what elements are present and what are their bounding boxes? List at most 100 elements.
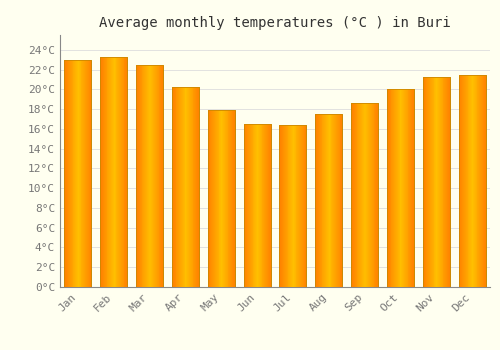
Bar: [71, 60, 72, 287]
Bar: [423, 77, 424, 287]
Bar: [398, 89, 400, 287]
Bar: [317, 114, 318, 287]
Bar: [356, 103, 358, 287]
Bar: [351, 103, 378, 287]
Bar: [111, 57, 112, 287]
Bar: [472, 75, 473, 287]
Bar: [250, 124, 251, 287]
Bar: [146, 65, 147, 287]
Bar: [213, 110, 214, 287]
Bar: [119, 57, 120, 287]
Bar: [191, 88, 192, 287]
Bar: [329, 114, 330, 287]
Bar: [290, 125, 291, 287]
Bar: [155, 65, 156, 287]
Bar: [328, 114, 329, 287]
Bar: [465, 75, 466, 287]
Bar: [225, 110, 226, 287]
Bar: [154, 65, 155, 287]
Bar: [150, 65, 152, 287]
Bar: [192, 88, 194, 287]
Bar: [404, 89, 405, 287]
Bar: [160, 65, 161, 287]
Bar: [66, 60, 67, 287]
Bar: [148, 65, 150, 287]
Bar: [358, 103, 359, 287]
Bar: [222, 110, 223, 287]
Bar: [340, 114, 342, 287]
Bar: [335, 114, 336, 287]
Bar: [412, 89, 413, 287]
Bar: [232, 110, 233, 287]
Bar: [360, 103, 361, 287]
Bar: [371, 103, 372, 287]
Bar: [458, 75, 485, 287]
Bar: [284, 125, 285, 287]
Bar: [86, 60, 87, 287]
Bar: [410, 89, 411, 287]
Bar: [351, 103, 378, 287]
Bar: [351, 103, 352, 287]
Bar: [254, 124, 256, 287]
Bar: [172, 88, 199, 287]
Bar: [260, 124, 262, 287]
Bar: [299, 125, 300, 287]
Bar: [292, 125, 293, 287]
Bar: [226, 110, 228, 287]
Bar: [291, 125, 292, 287]
Bar: [257, 124, 258, 287]
Bar: [369, 103, 370, 287]
Bar: [359, 103, 360, 287]
Bar: [88, 60, 90, 287]
Bar: [139, 65, 140, 287]
Bar: [106, 57, 108, 287]
Bar: [320, 114, 322, 287]
Bar: [116, 57, 117, 287]
Bar: [182, 88, 184, 287]
Bar: [460, 75, 462, 287]
Bar: [406, 89, 408, 287]
Bar: [362, 103, 363, 287]
Bar: [332, 114, 333, 287]
Bar: [120, 57, 121, 287]
Bar: [366, 103, 368, 287]
Bar: [251, 124, 252, 287]
Bar: [138, 65, 139, 287]
Bar: [188, 88, 189, 287]
Bar: [220, 110, 221, 287]
Bar: [190, 88, 191, 287]
Bar: [483, 75, 484, 287]
Bar: [448, 77, 449, 287]
Bar: [447, 77, 448, 287]
Bar: [423, 77, 450, 287]
Bar: [267, 124, 268, 287]
Bar: [110, 57, 111, 287]
Bar: [316, 114, 342, 287]
Bar: [137, 65, 138, 287]
Bar: [78, 60, 79, 287]
Bar: [233, 110, 234, 287]
Bar: [280, 125, 306, 287]
Bar: [327, 114, 328, 287]
Bar: [87, 60, 88, 287]
Bar: [387, 89, 388, 287]
Bar: [136, 65, 163, 287]
Bar: [445, 77, 446, 287]
Bar: [228, 110, 230, 287]
Bar: [300, 125, 301, 287]
Bar: [179, 88, 180, 287]
Bar: [100, 57, 101, 287]
Bar: [354, 103, 356, 287]
Bar: [283, 125, 284, 287]
Bar: [403, 89, 404, 287]
Bar: [352, 103, 353, 287]
Bar: [197, 88, 198, 287]
Bar: [363, 103, 364, 287]
Bar: [424, 77, 426, 287]
Bar: [430, 77, 431, 287]
Bar: [162, 65, 163, 287]
Bar: [259, 124, 260, 287]
Bar: [474, 75, 475, 287]
Bar: [80, 60, 82, 287]
Bar: [224, 110, 225, 287]
